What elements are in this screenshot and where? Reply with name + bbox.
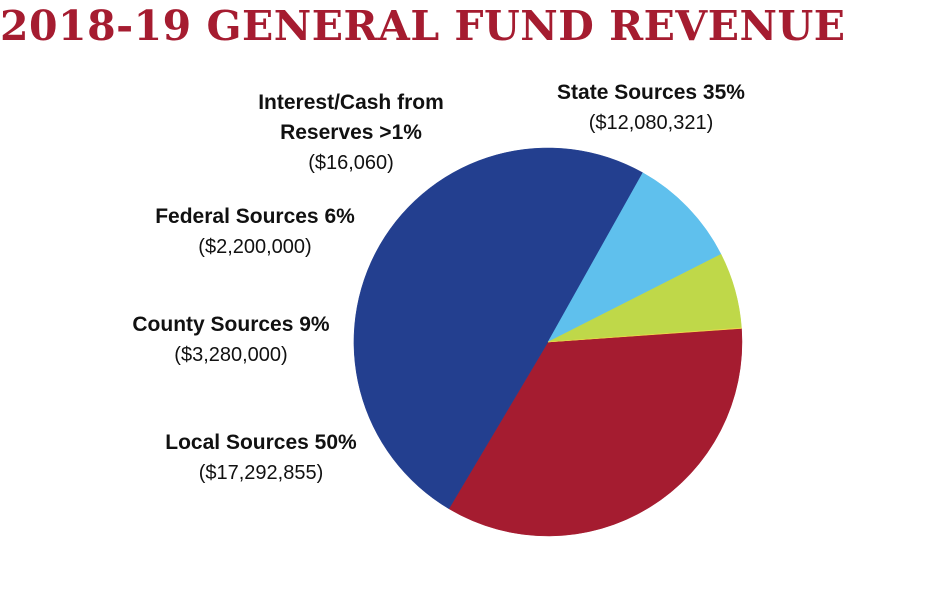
- slice-name-state: State Sources 35%: [557, 81, 745, 104]
- slice-name-federal: Federal Sources 6%: [155, 205, 355, 228]
- slice-amount-county: ($3,280,000): [174, 344, 288, 366]
- slice-name-interest: Interest/Cash from Reserves >1%: [258, 91, 444, 144]
- slice-label-interest: Interest/Cash from Reserves >1% ($16,060…: [224, 88, 478, 178]
- slice-label-state: State Sources 35% ($12,080,321): [520, 78, 782, 138]
- pie-slice-local: [353, 147, 644, 510]
- slice-name-county: County Sources 9%: [132, 313, 330, 336]
- pie-slice-interest: [547, 327, 742, 343]
- slice-amount-federal: ($2,200,000): [198, 236, 312, 258]
- pie-slice-county: [547, 172, 722, 343]
- slice-label-county: County Sources 9% ($3,280,000): [100, 310, 362, 370]
- slice-amount-local: ($17,292,855): [198, 462, 324, 484]
- slice-name-local: Local Sources 50%: [165, 431, 357, 454]
- slice-amount-interest: ($16,060): [308, 152, 394, 174]
- slice-amount-state: ($12,080,321): [588, 112, 714, 134]
- slice-label-local: Local Sources 50% ($17,292,855): [130, 428, 392, 488]
- pie-slice-state: [448, 328, 743, 537]
- chart-title: 2018-19 GENERAL FUND REVENUE: [0, 2, 846, 50]
- slice-label-federal: Federal Sources 6% ($2,200,000): [124, 202, 386, 262]
